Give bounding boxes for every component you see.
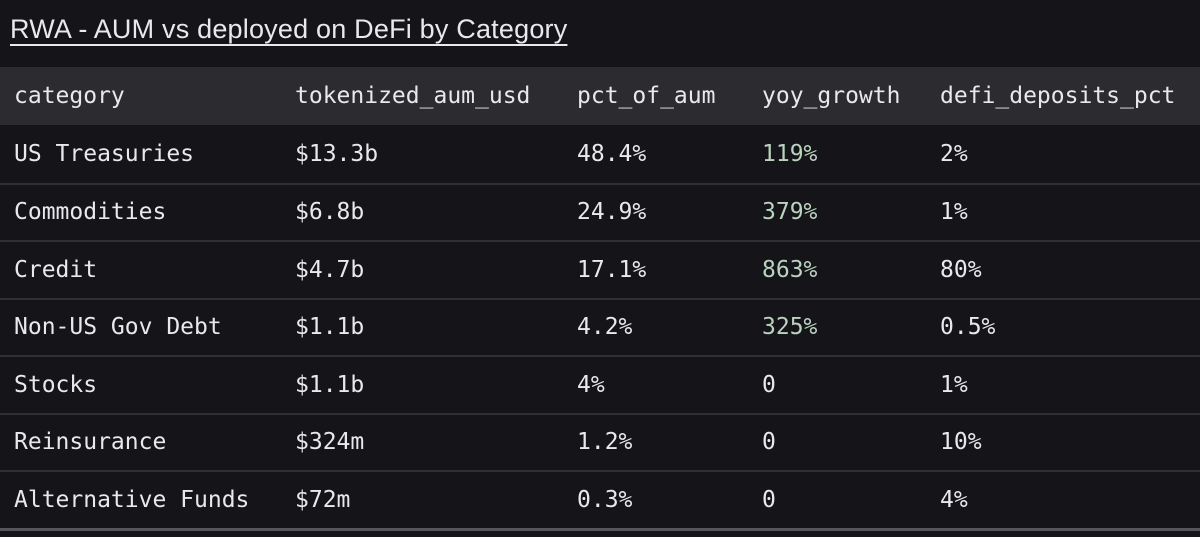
cell-yoy-growth: 379% [762,199,818,226]
cell-defi-deposits-pct: 10% [940,429,982,456]
cell-category: Non-US Gov Debt [14,314,222,341]
cell-defi-deposits-pct: 80% [940,256,982,283]
cell-defi-deposits-pct: 4% [940,486,968,513]
table-row: Credit $4.7b 17.1% 863% 80% [0,240,1200,298]
column-header-yoy-growth: yoy_growth [762,83,901,109]
cell-pct-of-aum: 17.1% [577,256,647,283]
cell-tokenized-aum-usd: $72m [295,486,351,513]
table-row: Reinsurance $324m 1.2% 0 10% [0,412,1200,470]
cell-defi-deposits-pct: 0.5% [940,314,996,341]
cell-defi-deposits-pct: 2% [940,140,968,167]
cell-pct-of-aum: 48.4% [577,140,647,167]
cell-tokenized-aum-usd: $6.8b [295,199,365,226]
title-bar: RWA - AUM vs deployed on DeFi by Categor… [0,0,1200,67]
column-header-category: category [14,83,125,109]
cell-pct-of-aum: 1.2% [577,429,633,456]
cell-defi-deposits-pct: 1% [940,371,968,398]
cell-category: Reinsurance [14,429,167,456]
data-table: category tokenized_aum_usd pct_of_aum yo… [0,67,1200,531]
table-row: US Treasuries $13.3b 48.4% 119% 2% [0,125,1200,183]
cell-category: Alternative Funds [14,486,250,513]
cell-tokenized-aum-usd: $1.1b [295,314,365,341]
cell-category: Stocks [14,371,98,398]
page-title: RWA - AUM vs deployed on DeFi by Categor… [10,14,568,44]
cell-pct-of-aum: 4% [577,371,605,398]
cell-tokenized-aum-usd: $324m [295,429,365,456]
table-row: Alternative Funds $72m 0.3% 0 4% [0,470,1200,528]
cell-pct-of-aum: 4.2% [577,314,633,341]
cell-pct-of-aum: 0.3% [577,486,633,513]
cell-yoy-growth: 863% [762,256,818,283]
column-header-defi-deposits-pct: defi_deposits_pct [940,83,1176,109]
cell-yoy-growth: 0 [762,486,776,513]
cell-pct-of-aum: 24.9% [577,199,647,226]
cell-tokenized-aum-usd: $13.3b [295,140,379,167]
table-row: Stocks $1.1b 4% 0 1% [0,355,1200,413]
cell-yoy-growth: 325% [762,314,818,341]
cell-yoy-growth: 0 [762,371,776,398]
column-header-pct-of-aum: pct_of_aum [577,83,716,109]
cell-tokenized-aum-usd: $1.1b [295,371,365,398]
cell-category: Credit [14,256,98,283]
cell-yoy-growth: 119% [762,140,818,167]
cell-defi-deposits-pct: 1% [940,199,968,226]
column-header-tokenized-aum-usd: tokenized_aum_usd [295,83,531,109]
cell-yoy-growth: 0 [762,429,776,456]
cell-tokenized-aum-usd: $4.7b [295,256,365,283]
table-row: Commodities $6.8b 24.9% 379% 1% [0,182,1200,240]
table-row: Non-US Gov Debt $1.1b 4.2% 325% 0.5% [0,297,1200,355]
cell-category: US Treasuries [14,140,195,167]
table-header-row: category tokenized_aum_usd pct_of_aum yo… [0,67,1200,125]
cell-category: Commodities [14,199,167,226]
